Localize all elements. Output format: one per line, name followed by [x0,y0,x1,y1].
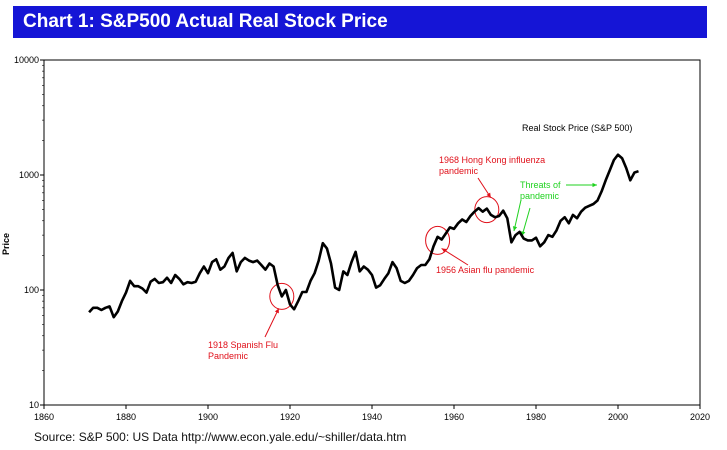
annotation-text: 1956 Asian flu pandemic [436,265,535,275]
x-tick-label: 1920 [280,412,300,422]
title-bar: Chart 1: S&P500 Actual Real Stock Price [13,6,707,38]
x-tick-label: 2000 [608,412,628,422]
annotation-arrowhead [592,182,597,188]
annotation-arrow [513,199,522,232]
chart-title: Chart 1: S&P500 Actual Real Stock Price [23,11,388,32]
annotation-text: pandemic [439,166,479,176]
annotation-circle [269,282,295,310]
axes: 1860 1880 1900 1920 1940 1960 1980 2000 2020 10 10… [14,55,710,422]
annotation-arrow [264,308,280,338]
annotation-arrowhead [441,248,447,253]
annotation-arrow [441,247,469,266]
series-layer [88,153,639,319]
annotation-circle [474,196,500,224]
x-tick-label: 1860 [34,412,54,422]
annotation-arrowhead [274,308,279,314]
annotation-text: pandemic [520,191,560,201]
y-tick-label: 100 [24,285,39,295]
y-tick-label: 10000 [14,55,39,65]
annotation-circle [425,225,451,255]
source-note: Source: S&P 500: US Data http://www.econ… [34,430,407,444]
legend-label: Real Stock Price (S&P 500) [522,123,632,133]
annotation-text: Pandemic [208,351,249,361]
annotation-text: 1918 Spanish Flu [208,340,278,350]
x-tick-label: 1980 [526,412,546,422]
y-tick-label: 10 [29,400,39,410]
series-line [88,153,639,319]
y-axis-label: Price [1,233,11,255]
annotation-arrow [521,207,531,237]
x-tick-label: 1960 [444,412,464,422]
annotation-text: Threats of [520,180,561,190]
plot-frame [43,59,701,406]
x-tick-label: 2020 [690,412,710,422]
y-tick-label: 1000 [19,170,39,180]
x-tick-label: 1940 [362,412,382,422]
annotation-arrowhead [486,192,491,198]
annotation-arrowhead [512,226,518,231]
x-tick-label: 1880 [116,412,136,422]
annotation-text: 1968 Hong Kong influenza [439,155,545,165]
x-tick-label: 1900 [198,412,218,422]
